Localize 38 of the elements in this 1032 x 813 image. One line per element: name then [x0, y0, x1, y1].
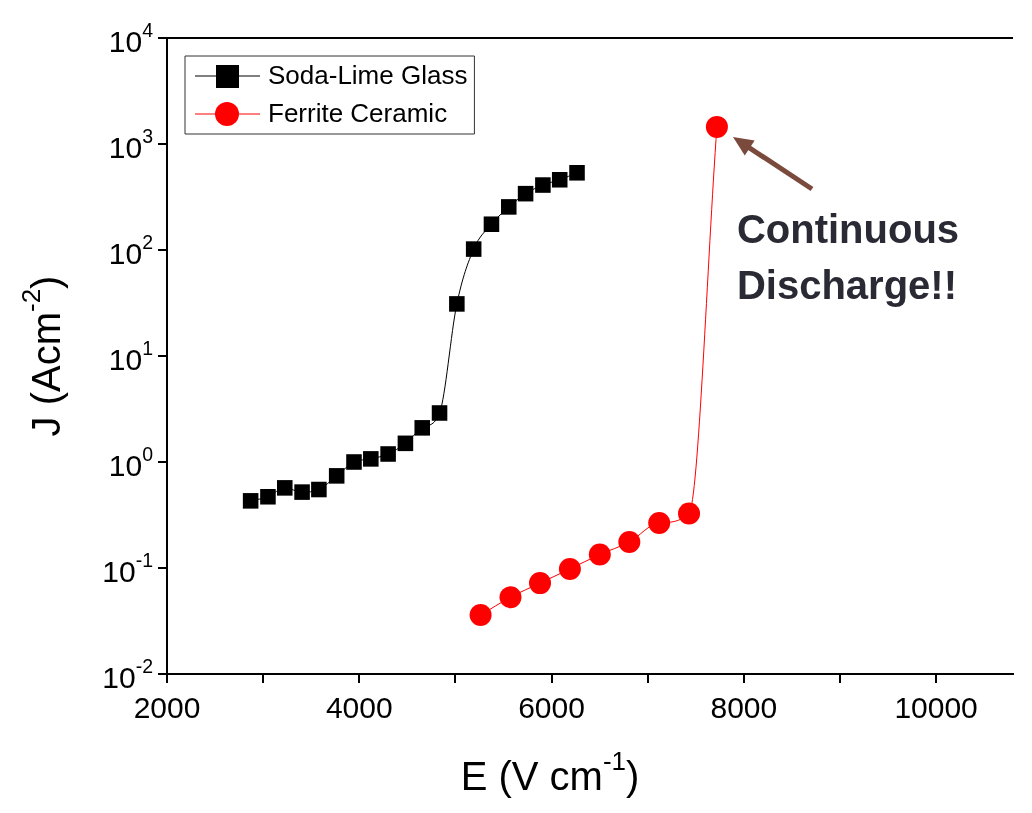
point	[517, 185, 534, 202]
y-axis-title: J (Acm-2)	[16, 275, 69, 437]
annotation: Continuous Discharge!!	[736, 206, 960, 307]
point	[499, 586, 522, 609]
legend-label: Ferrite Ceramic	[268, 98, 448, 129]
point	[469, 604, 492, 627]
point	[705, 115, 728, 138]
point	[294, 484, 310, 500]
point	[569, 165, 585, 181]
x-tick-label: 8000	[710, 691, 778, 725]
point	[449, 296, 465, 312]
point	[483, 216, 500, 233]
x-tick-label: 4000	[325, 691, 393, 725]
point	[363, 451, 379, 467]
point	[678, 502, 701, 525]
point	[276, 480, 293, 496]
point	[328, 468, 345, 484]
point	[242, 493, 259, 509]
x-tick-label: 2000	[133, 691, 201, 725]
x-tick-label: 10000	[894, 691, 978, 725]
point	[648, 511, 671, 534]
point	[535, 177, 551, 193]
point	[414, 420, 431, 436]
point	[588, 543, 611, 566]
point	[558, 557, 581, 580]
point	[431, 405, 448, 421]
point	[380, 446, 396, 462]
point	[260, 488, 276, 505]
point	[311, 481, 327, 498]
point	[551, 171, 568, 188]
point	[529, 572, 552, 595]
point	[500, 199, 517, 215]
point	[618, 530, 641, 553]
point	[465, 241, 482, 257]
x-tick-label: 6000	[518, 691, 585, 725]
legend-label: Soda-Lime Glass	[268, 60, 468, 91]
point	[397, 435, 414, 452]
point	[346, 454, 362, 470]
